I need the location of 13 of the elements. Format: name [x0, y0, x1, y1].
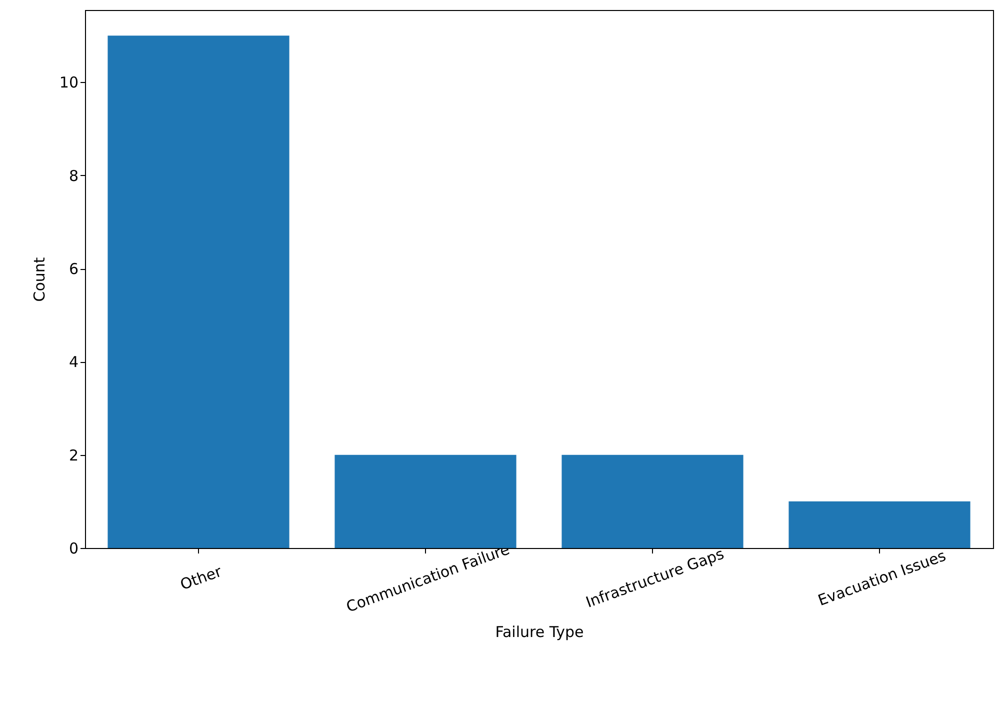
y-tick-label: 4	[68, 353, 78, 372]
x-axis-title: Failure Type	[495, 623, 584, 642]
y-tick-label: 10	[59, 74, 78, 92]
y-axis-title: Count	[30, 257, 48, 302]
y-tick-label: 0	[68, 540, 78, 558]
x-tick-label: Other	[178, 562, 225, 594]
bar	[562, 454, 744, 548]
y-tick-label: 8	[68, 166, 78, 185]
bar	[788, 501, 970, 548]
y-tick-label: 2	[68, 446, 78, 464]
bar	[108, 36, 290, 548]
y-tick-label: 6	[68, 260, 78, 278]
bar	[334, 454, 516, 548]
